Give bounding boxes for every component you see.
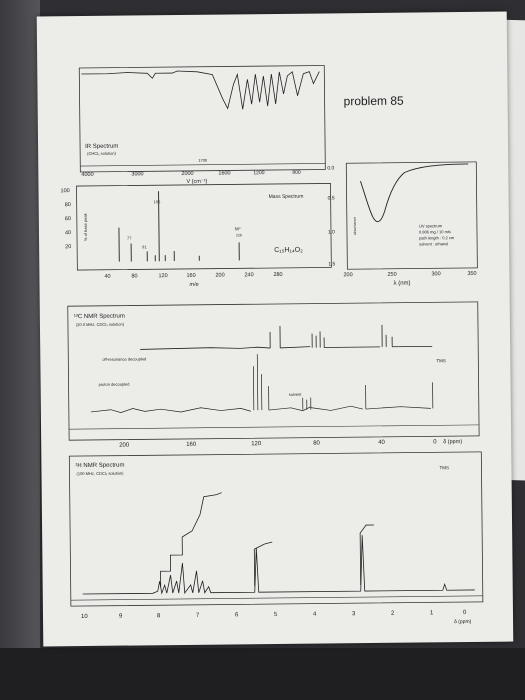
h1-xtick: 2 <box>391 611 395 617</box>
mass-xtick: 80 <box>131 273 137 279</box>
h1-nmr-trace <box>82 535 475 595</box>
mass-xtick: 160 <box>186 273 195 279</box>
uv-xtick: 350 <box>467 271 476 277</box>
mass-spectrum-panel: Mass Spectrum 100 80 60 40 20 % of base … <box>61 183 332 288</box>
ir-xlabel: V (cm⁻¹) <box>186 179 207 185</box>
c13-xtick: 80 <box>313 441 320 447</box>
ir-subtitle: (CHCl₃ solution) <box>87 151 116 156</box>
h1-xtick: 9 <box>119 614 123 620</box>
mass-xtick: 40 <box>104 274 110 280</box>
h1-subtitle: (100 MHz, CDCl₃ solution) <box>76 471 124 476</box>
h1-xtick: 8 <box>157 613 161 619</box>
uv-spectrum-panel: 0.0 0.5 1.0 1.5 absorbance UV spectrum 0… <box>327 161 478 287</box>
mass-ylabel: % of base peak <box>83 213 88 241</box>
ir-1700-mark: 1700 <box>198 158 208 163</box>
h1-xtick: 3 <box>352 611 356 617</box>
h1-xtick: 6 <box>235 612 239 618</box>
off-resonance-trace <box>140 324 433 350</box>
mass-xtick: 200 <box>215 273 224 279</box>
mass-ytick: 40 <box>65 230 71 236</box>
uv-xtick: 200 <box>343 272 352 278</box>
c13-title: ¹³C NMR Spectrum <box>74 314 125 321</box>
h1-xtick: 4 <box>313 612 317 618</box>
h1-nmr-panel: ¹H NMR Spectrum (100 MHz, CDCl₃ solution… <box>68 451 484 625</box>
c13-xtick: 40 <box>378 440 385 446</box>
ir-tick: 800 <box>292 170 301 176</box>
uv-info: 0.806 mg / 10 mls <box>419 229 451 234</box>
ir-tick: 4000 <box>81 172 93 178</box>
mass-xlabel: m/e <box>190 282 199 288</box>
integration-curve <box>160 492 375 588</box>
uv-ytick: 0.0 <box>327 165 334 171</box>
peak-77-label: 77 <box>127 235 132 240</box>
c13-xtick: 120 <box>251 441 262 447</box>
ir-tick: 2000 <box>181 171 193 177</box>
h1-xtick: 0 <box>463 610 467 616</box>
ir-trace <box>81 70 320 110</box>
solvent-label: solvent <box>289 392 303 397</box>
ir-spectrum-panel: IR Spectrum (CHCl₃ solution) 1700 4000 3… <box>78 65 326 185</box>
mass-ytick: 100 <box>61 188 70 194</box>
peak-91-label: 91 <box>142 244 147 249</box>
uv-info: path length : 0.2 cm <box>419 235 455 240</box>
mass-xtick: 280 <box>273 272 282 278</box>
h1-title: ¹H NMR Spectrum <box>75 463 124 470</box>
mass-ytick: 60 <box>65 216 71 222</box>
uv-ytick: 0.5 <box>328 195 335 201</box>
mass-ytick: 80 <box>65 202 71 208</box>
mass-xtick: 120 <box>158 273 167 279</box>
uv-trace <box>360 163 469 223</box>
c13-tms-label: TMS <box>436 358 446 363</box>
h1-xtick: 10 <box>81 614 88 620</box>
ir-tick: 1600 <box>218 170 230 176</box>
molecular-ion-value: 226 <box>236 233 242 237</box>
c13-unit: δ (ppm) <box>443 439 462 445</box>
problem-label: problem 85 <box>344 94 405 109</box>
uv-info: solvent : ethanol <box>419 241 448 246</box>
c13-subtitle: (20.0 MHz, CDCl₃ solution) <box>76 322 125 328</box>
c13-nmr-panel: ¹³C NMR Spectrum (20.0 MHz, CDCl₃ soluti… <box>67 301 480 449</box>
c13-xtick: 200 <box>119 443 130 449</box>
molecular-ion-label: M⁺˙ <box>235 226 243 231</box>
h1-unit: δ (ppm) <box>454 619 472 625</box>
mass-peaks <box>118 191 240 262</box>
uv-ytick: 1.0 <box>328 229 335 235</box>
spectra-page: IR Spectrum (CHCl₃ solution) 1700 4000 3… <box>36 11 514 647</box>
peak-105-label: 105 <box>154 199 162 204</box>
mass-ytick: 20 <box>65 244 71 250</box>
proton-decoupled-label: proton decoupled <box>99 382 130 387</box>
h1-xtick: 7 <box>196 613 200 619</box>
uv-xlabel: λ (nm) <box>394 281 411 287</box>
uv-info: UV spectrum <box>419 223 443 228</box>
uv-xtick: 300 <box>431 271 440 277</box>
ir-title: IR Spectrum <box>85 144 118 150</box>
background-shadow <box>0 0 40 700</box>
c13-xtick: 160 <box>186 442 197 448</box>
h1-xtick: 1 <box>430 610 434 616</box>
off-resonance-label: off-resonance decoupled <box>102 356 146 361</box>
uv-ylabel: absorbance <box>353 217 357 235</box>
h1-xtick: 5 <box>274 612 278 618</box>
c13-xtick: 0 <box>433 439 437 445</box>
h1-tms-label: TMS <box>439 465 449 470</box>
mass-xtick: 240 <box>244 272 253 278</box>
molecular-formula: C₁₅H₁₄O₂ <box>274 247 303 254</box>
uv-ytick: 1.5 <box>328 261 335 267</box>
ir-tick: 3000 <box>131 171 143 177</box>
mass-title: Mass Spectrum <box>269 194 304 200</box>
ir-tick: 1200 <box>253 170 264 176</box>
table-surface <box>0 648 525 700</box>
proton-decoupled-trace <box>90 354 434 413</box>
uv-xtick: 250 <box>387 272 396 278</box>
